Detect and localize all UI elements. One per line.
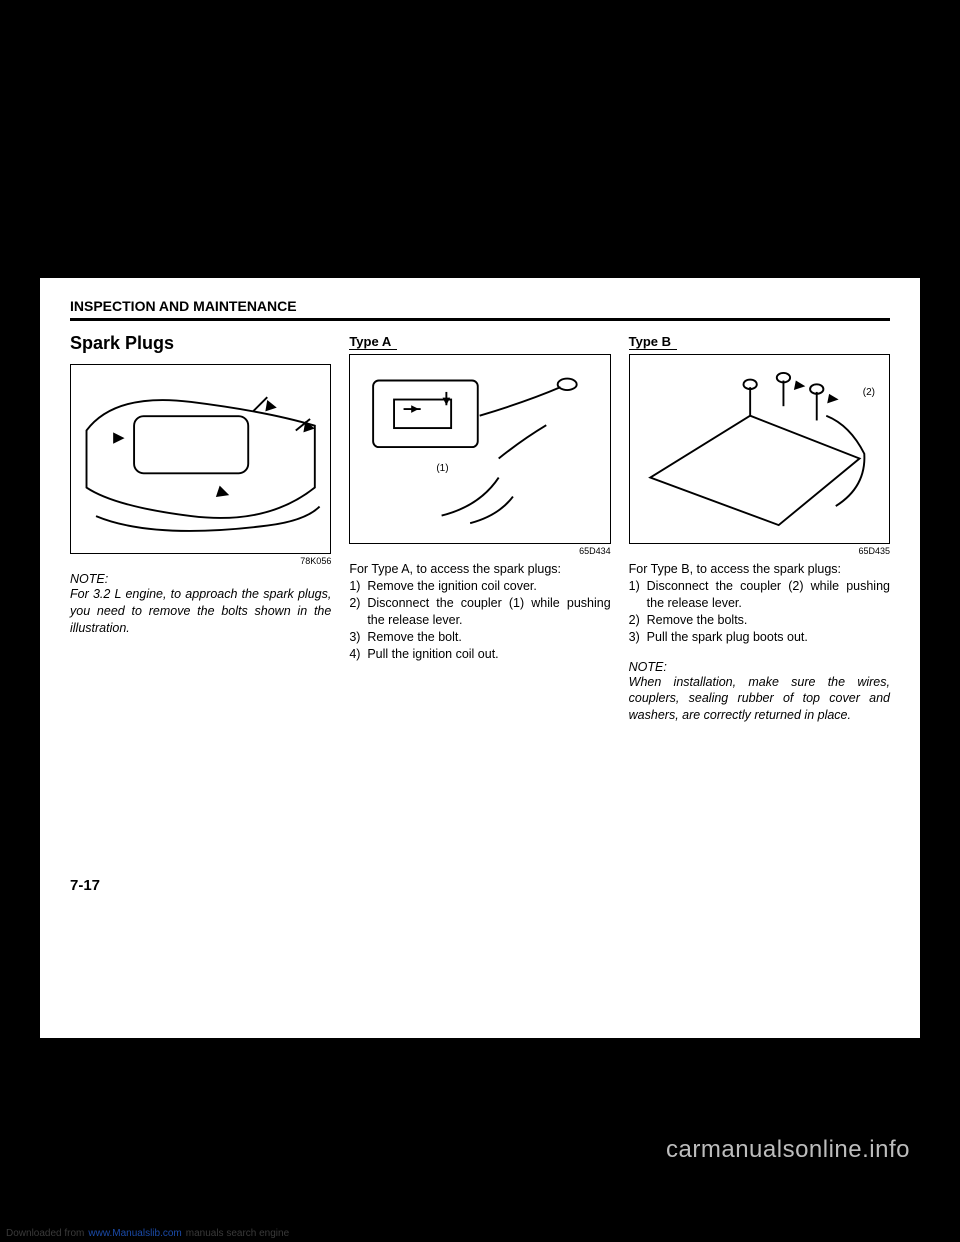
step-number: 2): [349, 595, 367, 629]
type-b-steps: 1)Disconnect the coupler (2) while pushi…: [629, 578, 890, 646]
download-suffix: manuals search engine: [186, 1228, 289, 1239]
step-number: 2): [629, 612, 647, 629]
type-b-lead: For Type B, to access the spark plugs:: [629, 562, 890, 576]
engine-sketch-icon: [77, 371, 324, 547]
column-3: Type B: [629, 333, 890, 894]
step-number: 4): [349, 646, 367, 663]
type-b-sketch-icon: [636, 361, 883, 537]
spark-plugs-heading: Spark Plugs: [70, 333, 331, 354]
step-number: 1): [349, 578, 367, 595]
column-1: Spark Plugs: [70, 333, 331, 894]
callout-2: (2): [863, 387, 875, 398]
list-item: 3)Remove the bolt.: [349, 629, 610, 646]
type-a-steps: 1)Remove the ignition coil cover. 2)Disc…: [349, 578, 610, 662]
step-text: Remove the bolt.: [367, 629, 610, 646]
page-number: 7-17: [70, 877, 331, 894]
content-columns: Spark Plugs: [70, 333, 890, 894]
list-item: 2)Remove the bolts.: [629, 612, 890, 629]
step-text: Pull the spark plug boots out.: [647, 629, 890, 646]
note-label: NOTE:: [629, 660, 890, 674]
note-label: NOTE:: [70, 572, 331, 586]
manual-page: INSPECTION AND MAINTENANCE Spark Plugs: [40, 278, 920, 1038]
step-text: Remove the ignition coil cover.: [367, 578, 610, 595]
list-item: 3)Pull the spark plug boots out.: [629, 629, 890, 646]
list-item: 4)Pull the ignition coil out.: [349, 646, 610, 663]
list-item: 2)Disconnect the coupler (1) while pushi…: [349, 595, 610, 629]
type-a-sketch-icon: [356, 361, 603, 537]
type-a-lead: For Type A, to access the spark plugs:: [349, 562, 610, 576]
figure-id: 65D434: [349, 546, 610, 556]
list-item: 1)Remove the ignition coil cover.: [349, 578, 610, 595]
type-a-heading: Type A: [349, 334, 397, 350]
step-number: 1): [629, 578, 647, 612]
type-b-note: NOTE: When installation, make sure the w…: [629, 660, 890, 725]
download-prefix: Downloaded from: [6, 1228, 84, 1239]
step-number: 3): [349, 629, 367, 646]
figure-type-b: (2): [629, 354, 890, 544]
download-link[interactable]: www.Manualslib.com: [88, 1228, 181, 1239]
figure-engine-bolts: [70, 364, 331, 554]
figure-id: 65D435: [629, 546, 890, 556]
step-text: Disconnect the coupler (2) while pushing…: [647, 578, 890, 612]
watermark-text: carmanualsonline.info: [666, 1136, 910, 1164]
step-text: Disconnect the coupler (1) while pushing…: [367, 595, 610, 629]
type-b-heading: Type B: [629, 334, 677, 350]
figure-id: 78K056: [70, 556, 331, 566]
figure-type-a: (1): [349, 354, 610, 544]
step-number: 3): [629, 629, 647, 646]
column-2: Type A: [349, 333, 610, 894]
download-bar: Downloaded from www.Manualslib.com manua…: [0, 1224, 960, 1242]
step-text: Pull the ignition coil out.: [367, 646, 610, 663]
page-header: INSPECTION AND MAINTENANCE: [70, 298, 890, 321]
callout-1: (1): [436, 463, 448, 474]
section-title: INSPECTION AND MAINTENANCE: [70, 298, 890, 314]
list-item: 1)Disconnect the coupler (2) while pushi…: [629, 578, 890, 612]
note-body: When installation, make sure the wires, …: [629, 674, 890, 725]
step-text: Remove the bolts.: [647, 612, 890, 629]
note-body: For 3.2 L engine, to approach the spark …: [70, 586, 331, 637]
